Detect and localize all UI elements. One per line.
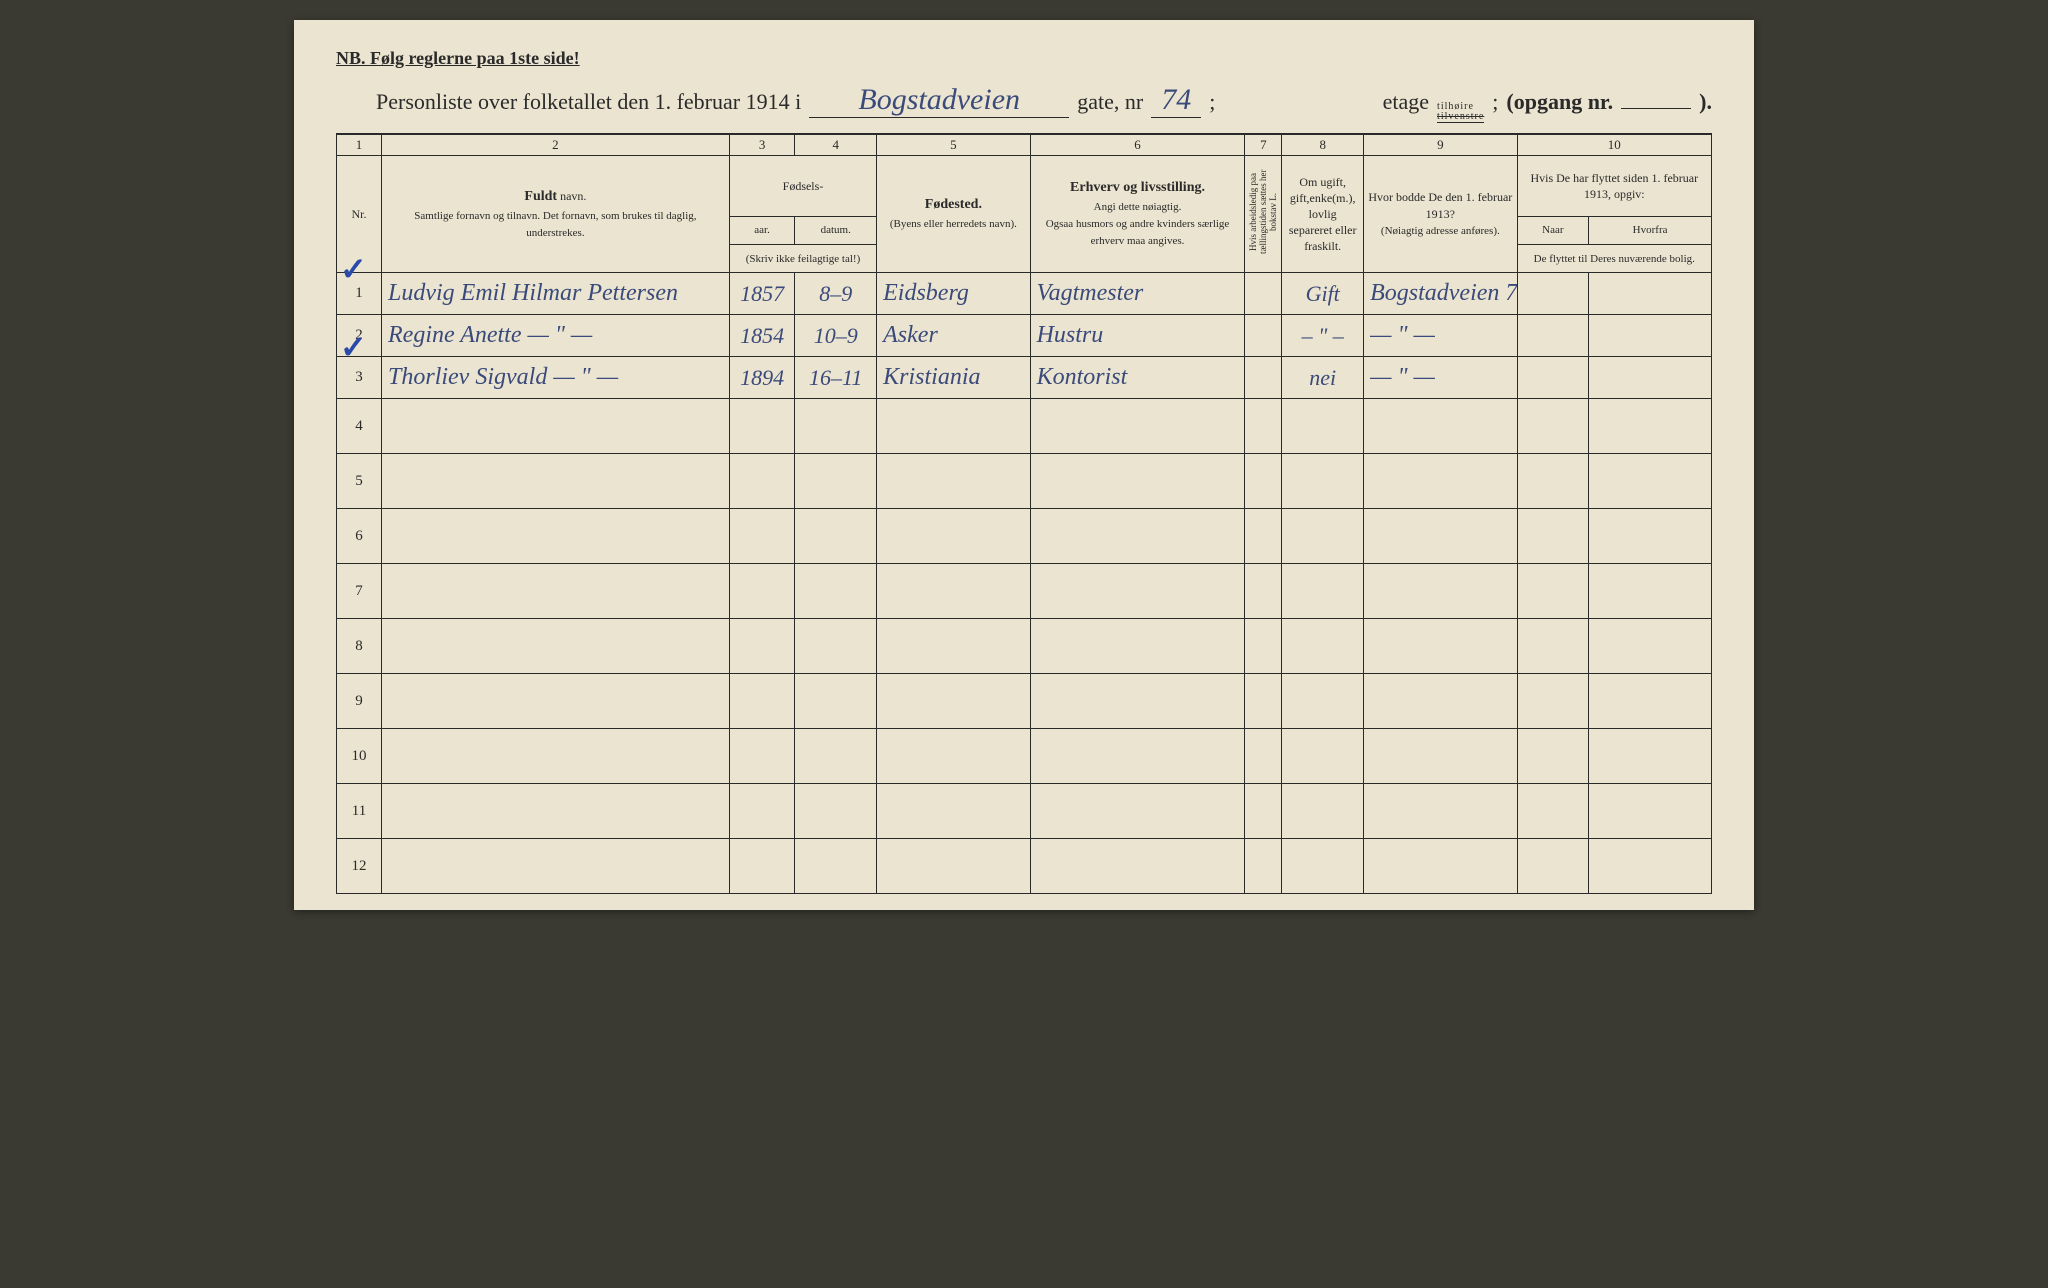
- table-row: 3Thorliev Sigvald — " —189416–11Kristian…: [337, 357, 1712, 399]
- header-col10-top: Hvis De har flyttet siden 1. februar 191…: [1517, 156, 1711, 217]
- cell-col10b: [1589, 357, 1712, 399]
- cell-col7: [1245, 357, 1282, 399]
- row-number: 6: [337, 509, 382, 564]
- row-number: 11: [337, 784, 382, 839]
- header-birth: Fødsels-: [729, 156, 876, 217]
- cell-col10b: [1589, 315, 1712, 357]
- table-row-empty: 5: [337, 454, 1712, 509]
- etage-label: etage: [1383, 89, 1429, 115]
- semicolon2: ;: [1492, 89, 1498, 115]
- semicolon: ;: [1209, 89, 1215, 115]
- header-name: Fuldt navn. Samtlige fornavn og tilnavn.…: [382, 156, 730, 273]
- census-form-page: ✓ ✓ NB. Følg reglerne paa 1ste side! Per…: [294, 20, 1754, 910]
- table-row-empty: 12: [337, 839, 1712, 894]
- cell-col8: Gift: [1282, 273, 1364, 315]
- header-row-main: Nr. Fuldt navn. Samtlige fornavn og tiln…: [337, 156, 1712, 217]
- cell-col9: Bogstadveien 74: [1364, 273, 1517, 315]
- cell-date: 8–9: [795, 273, 877, 315]
- data-body: 1Ludvig Emil Hilmar Pettersen18578–9Eids…: [337, 273, 1712, 399]
- header-hvorfra: Hvorfra: [1589, 216, 1712, 244]
- cell-date: 16–11: [795, 357, 877, 399]
- cell-col9: — " —: [1364, 315, 1517, 357]
- cell-occupation: Vagtmester: [1030, 273, 1245, 315]
- table-row-empty: 7: [337, 564, 1712, 619]
- table-row: 2Regine Anette — " —185410–9AskerHustru–…: [337, 315, 1712, 357]
- header-col9: Hvor bodde De den 1. februar 1913? (Nøia…: [1364, 156, 1517, 273]
- opgang-close: ).: [1699, 89, 1712, 115]
- cell-col10a: [1517, 357, 1589, 399]
- header-occupation: Erhverv og livsstilling. Angi dette nøia…: [1030, 156, 1245, 273]
- row-number: 10: [337, 729, 382, 784]
- cell-occupation: Hustru: [1030, 315, 1245, 357]
- row-number: 5: [337, 454, 382, 509]
- cell-date: 10–9: [795, 315, 877, 357]
- column-number-row: 1 2 3 4 5 6 7 8 9 10: [337, 134, 1712, 156]
- gate-number: 74: [1151, 83, 1201, 118]
- gate-label: gate, nr: [1077, 89, 1143, 115]
- checkmark-icon: ✓: [340, 250, 367, 288]
- row-number: 9: [337, 674, 382, 729]
- row-number: 4: [337, 399, 382, 454]
- table-row-empty: 6: [337, 509, 1712, 564]
- header-col7: Hvis arbeidsledig paa tællingstiden sætt…: [1245, 156, 1282, 273]
- empty-body: 456789101112: [337, 399, 1712, 894]
- cell-col9: — " —: [1364, 357, 1517, 399]
- header-birthplace: Fødested. (Byens eller herredets navn).: [877, 156, 1030, 273]
- cell-birthplace: Kristiania: [877, 357, 1030, 399]
- header-col10-sub: De flyttet til Deres nuværende bolig.: [1517, 245, 1711, 273]
- row-number: 7: [337, 564, 382, 619]
- header-year: aar.: [729, 216, 794, 244]
- table-row-empty: 8: [337, 619, 1712, 674]
- table-row-empty: 4: [337, 399, 1712, 454]
- cell-birthplace: Asker: [877, 315, 1030, 357]
- title-prefix: Personliste over folketallet den 1. febr…: [376, 89, 801, 115]
- table-row: 1Ludvig Emil Hilmar Pettersen18578–9Eids…: [337, 273, 1712, 315]
- etage-options: tilhøire tilvenstre: [1437, 102, 1484, 123]
- cell-col10b: [1589, 273, 1712, 315]
- cell-name: Ludvig Emil Hilmar Pettersen: [382, 273, 730, 315]
- header-naar: Naar: [1517, 216, 1589, 244]
- cell-year: 1857: [729, 273, 794, 315]
- cell-col8: – " –: [1282, 315, 1364, 357]
- cell-birthplace: Eidsberg: [877, 273, 1030, 315]
- header-col8: Om ugift, gift,enke(m.), lovlig separere…: [1282, 156, 1364, 273]
- cell-name: Thorliev Sigvald — " —: [382, 357, 730, 399]
- table-row-empty: 9: [337, 674, 1712, 729]
- cell-year: 1854: [729, 315, 794, 357]
- opgang-value: [1621, 108, 1691, 109]
- checkmark-icon: ✓: [340, 328, 367, 366]
- opgang-label: (opgang nr.: [1506, 89, 1613, 115]
- table-row-empty: 10: [337, 729, 1712, 784]
- table-row-empty: 11: [337, 784, 1712, 839]
- form-title: Personliste over folketallet den 1. febr…: [336, 83, 1712, 123]
- street-name: Bogstadveien: [809, 83, 1069, 118]
- cell-col10a: [1517, 273, 1589, 315]
- cell-col7: [1245, 273, 1282, 315]
- census-table: 1 2 3 4 5 6 7 8 9 10 Nr. Fuldt navn. Sam…: [336, 133, 1712, 894]
- cell-occupation: Kontorist: [1030, 357, 1245, 399]
- header-date: datum.: [795, 216, 877, 244]
- row-number: 8: [337, 619, 382, 674]
- cell-year: 1894: [729, 357, 794, 399]
- row-number: 12: [337, 839, 382, 894]
- cell-name: Regine Anette — " —: [382, 315, 730, 357]
- header-birth-note: (Skriv ikke feilagtige tal!): [729, 245, 876, 273]
- cell-col10a: [1517, 315, 1589, 357]
- cell-col7: [1245, 315, 1282, 357]
- nb-instruction: NB. Følg reglerne paa 1ste side!: [336, 48, 1712, 69]
- cell-col8: nei: [1282, 357, 1364, 399]
